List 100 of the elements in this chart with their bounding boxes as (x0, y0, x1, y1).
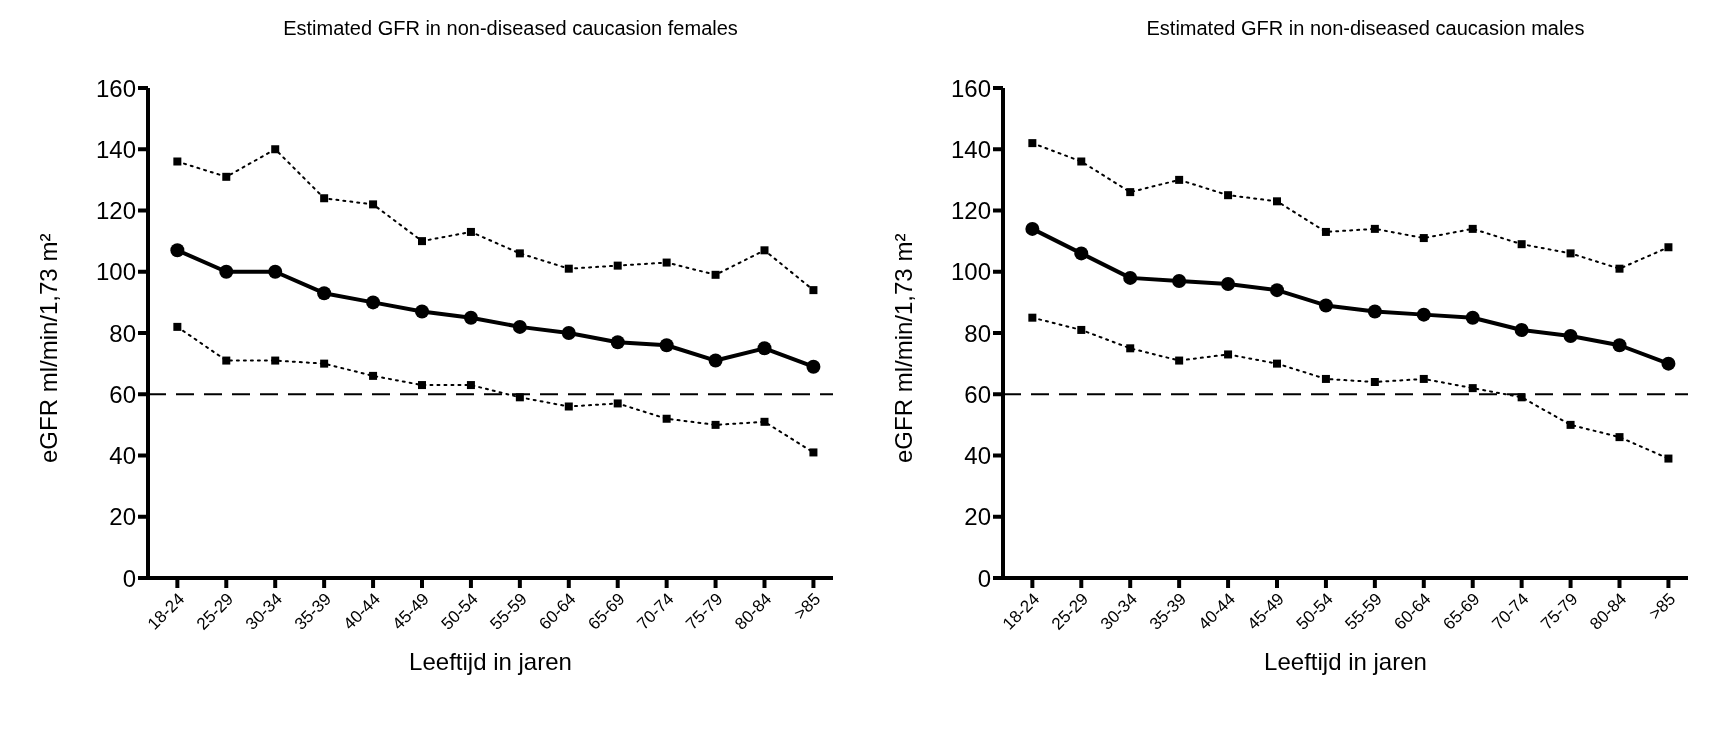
point (418, 381, 426, 390)
point (463, 310, 478, 325)
y-tick-label: 0 (122, 564, 136, 592)
point (1321, 374, 1330, 383)
point (1563, 329, 1578, 344)
point (659, 338, 674, 353)
point (1074, 246, 1089, 261)
y-tick-label: 0 (977, 564, 991, 592)
point (1126, 188, 1135, 197)
point (757, 341, 772, 356)
point (170, 243, 185, 258)
point (1273, 197, 1281, 206)
point (1123, 270, 1138, 285)
point (466, 381, 475, 390)
point (760, 417, 769, 426)
point (222, 172, 231, 181)
point (317, 286, 332, 301)
point (564, 402, 573, 411)
point (1370, 378, 1379, 386)
point (1270, 283, 1284, 298)
point (708, 353, 723, 368)
point (561, 326, 576, 340)
point (369, 371, 378, 380)
point (809, 448, 818, 457)
point (1517, 240, 1526, 249)
point (662, 258, 671, 267)
point (806, 359, 821, 374)
point (1126, 344, 1135, 353)
point (1221, 277, 1236, 291)
y-tick-label: 140 (950, 135, 991, 163)
point (1077, 325, 1086, 334)
y-tick-label: 120 (95, 197, 136, 225)
y-axis-title: eGFR ml/min/1,73 m² (34, 233, 62, 463)
point (515, 393, 524, 402)
y-tick-label: 60 (964, 380, 991, 408)
point (613, 261, 622, 270)
point (1566, 249, 1575, 258)
point (564, 264, 573, 273)
y-tick-label: 160 (950, 74, 991, 102)
point (662, 414, 671, 423)
point (1615, 433, 1624, 442)
y-tick-label: 160 (95, 74, 136, 102)
point (1172, 273, 1187, 288)
point (1175, 175, 1184, 184)
point (1468, 224, 1477, 233)
point (1370, 224, 1379, 233)
point (1612, 338, 1627, 353)
x-axis-title: Leeftijd in jaren (409, 648, 572, 675)
point (418, 237, 426, 246)
point (1224, 350, 1233, 359)
y-tick-label: 20 (964, 503, 991, 531)
y-tick-label: 80 (109, 319, 136, 347)
point (1318, 298, 1333, 313)
point (1465, 310, 1480, 325)
point (1025, 221, 1040, 236)
point (1419, 234, 1428, 243)
y-tick-label: 120 (950, 197, 991, 225)
point (320, 194, 329, 203)
point (1615, 264, 1624, 273)
point (466, 227, 475, 236)
point (1367, 304, 1382, 319)
point (173, 322, 182, 331)
chart-title: Estimated GFR in non-diseased caucasion males (1145, 16, 1586, 41)
point (1028, 139, 1037, 148)
point (1468, 384, 1477, 393)
point (320, 359, 329, 368)
point (711, 420, 720, 429)
point (1517, 393, 1526, 402)
point (1273, 359, 1281, 368)
point (613, 399, 622, 408)
point (1321, 227, 1330, 236)
point (512, 319, 527, 334)
point (760, 246, 769, 255)
point (1514, 322, 1529, 337)
point (1664, 243, 1673, 252)
point (222, 356, 231, 365)
point (219, 264, 234, 279)
point (1077, 157, 1086, 166)
y-tick-label: 20 (109, 503, 136, 531)
y-tick-label: 140 (95, 135, 136, 163)
point (1224, 191, 1233, 200)
point (809, 286, 818, 295)
point (610, 335, 625, 350)
point (173, 157, 182, 166)
point (1664, 454, 1673, 463)
x-axis-title: Leeftijd in jaren (1264, 648, 1427, 675)
y-tick-label: 40 (964, 442, 991, 470)
point (1566, 420, 1575, 429)
y-tick-label: 80 (964, 319, 991, 347)
point (1416, 307, 1431, 322)
y-tick-label: 60 (109, 380, 136, 408)
point (268, 264, 283, 279)
point (1028, 313, 1037, 322)
chart-title: Estimated GFR in non-diseased caucasion females (282, 16, 739, 41)
y-tick-label: 100 (95, 258, 136, 286)
y-axis-title: eGFR ml/min/1,73 m² (889, 233, 917, 463)
point (1661, 356, 1676, 371)
point (271, 356, 280, 365)
y-tick-label: 40 (109, 442, 136, 470)
x-tick-label: >85 (1645, 589, 1680, 624)
